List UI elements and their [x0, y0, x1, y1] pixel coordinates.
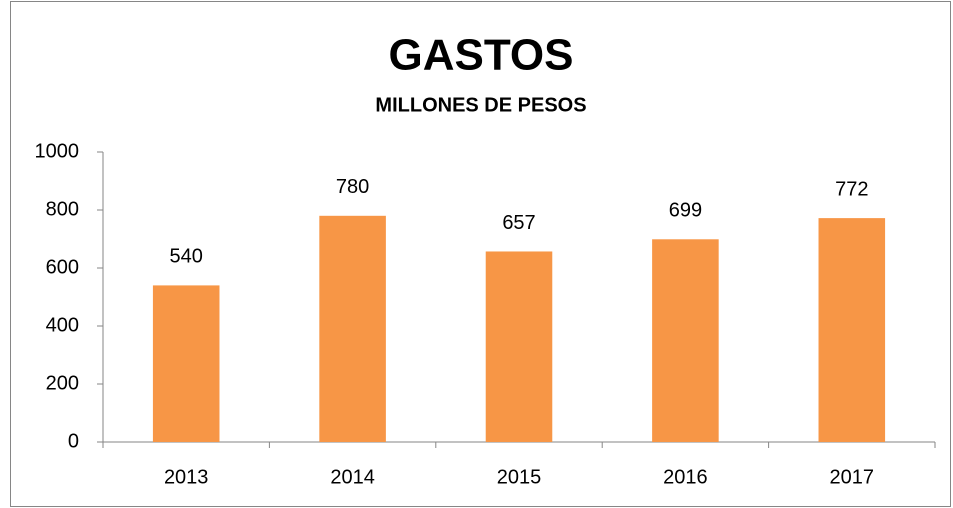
y-tick-label: 200 [46, 372, 79, 394]
y-tick-label: 1000 [35, 140, 80, 162]
y-tick-label: 600 [46, 256, 79, 278]
bar [818, 218, 886, 442]
data-label: 780 [336, 176, 369, 198]
x-tick-label: 2016 [663, 466, 708, 488]
bar [652, 239, 719, 442]
x-tick-label: 2015 [497, 466, 542, 488]
x-tick-label: 2017 [830, 466, 875, 488]
chart-title: GASTOS [388, 31, 573, 80]
data-label: 772 [835, 178, 868, 200]
chart-subtitle: MILLONES DE PESOS [375, 94, 586, 116]
bar [485, 251, 553, 442]
bar [319, 215, 386, 442]
y-tick-label: 800 [46, 198, 79, 220]
y-tick-label: 400 [46, 314, 79, 336]
x-tick-label: 2014 [330, 466, 375, 488]
y-tick-label: 0 [68, 430, 79, 452]
bar [152, 285, 220, 442]
data-label: 657 [502, 212, 535, 234]
data-label: 699 [669, 200, 702, 222]
data-label: 540 [170, 246, 203, 268]
x-tick-label: 2013 [164, 466, 209, 488]
